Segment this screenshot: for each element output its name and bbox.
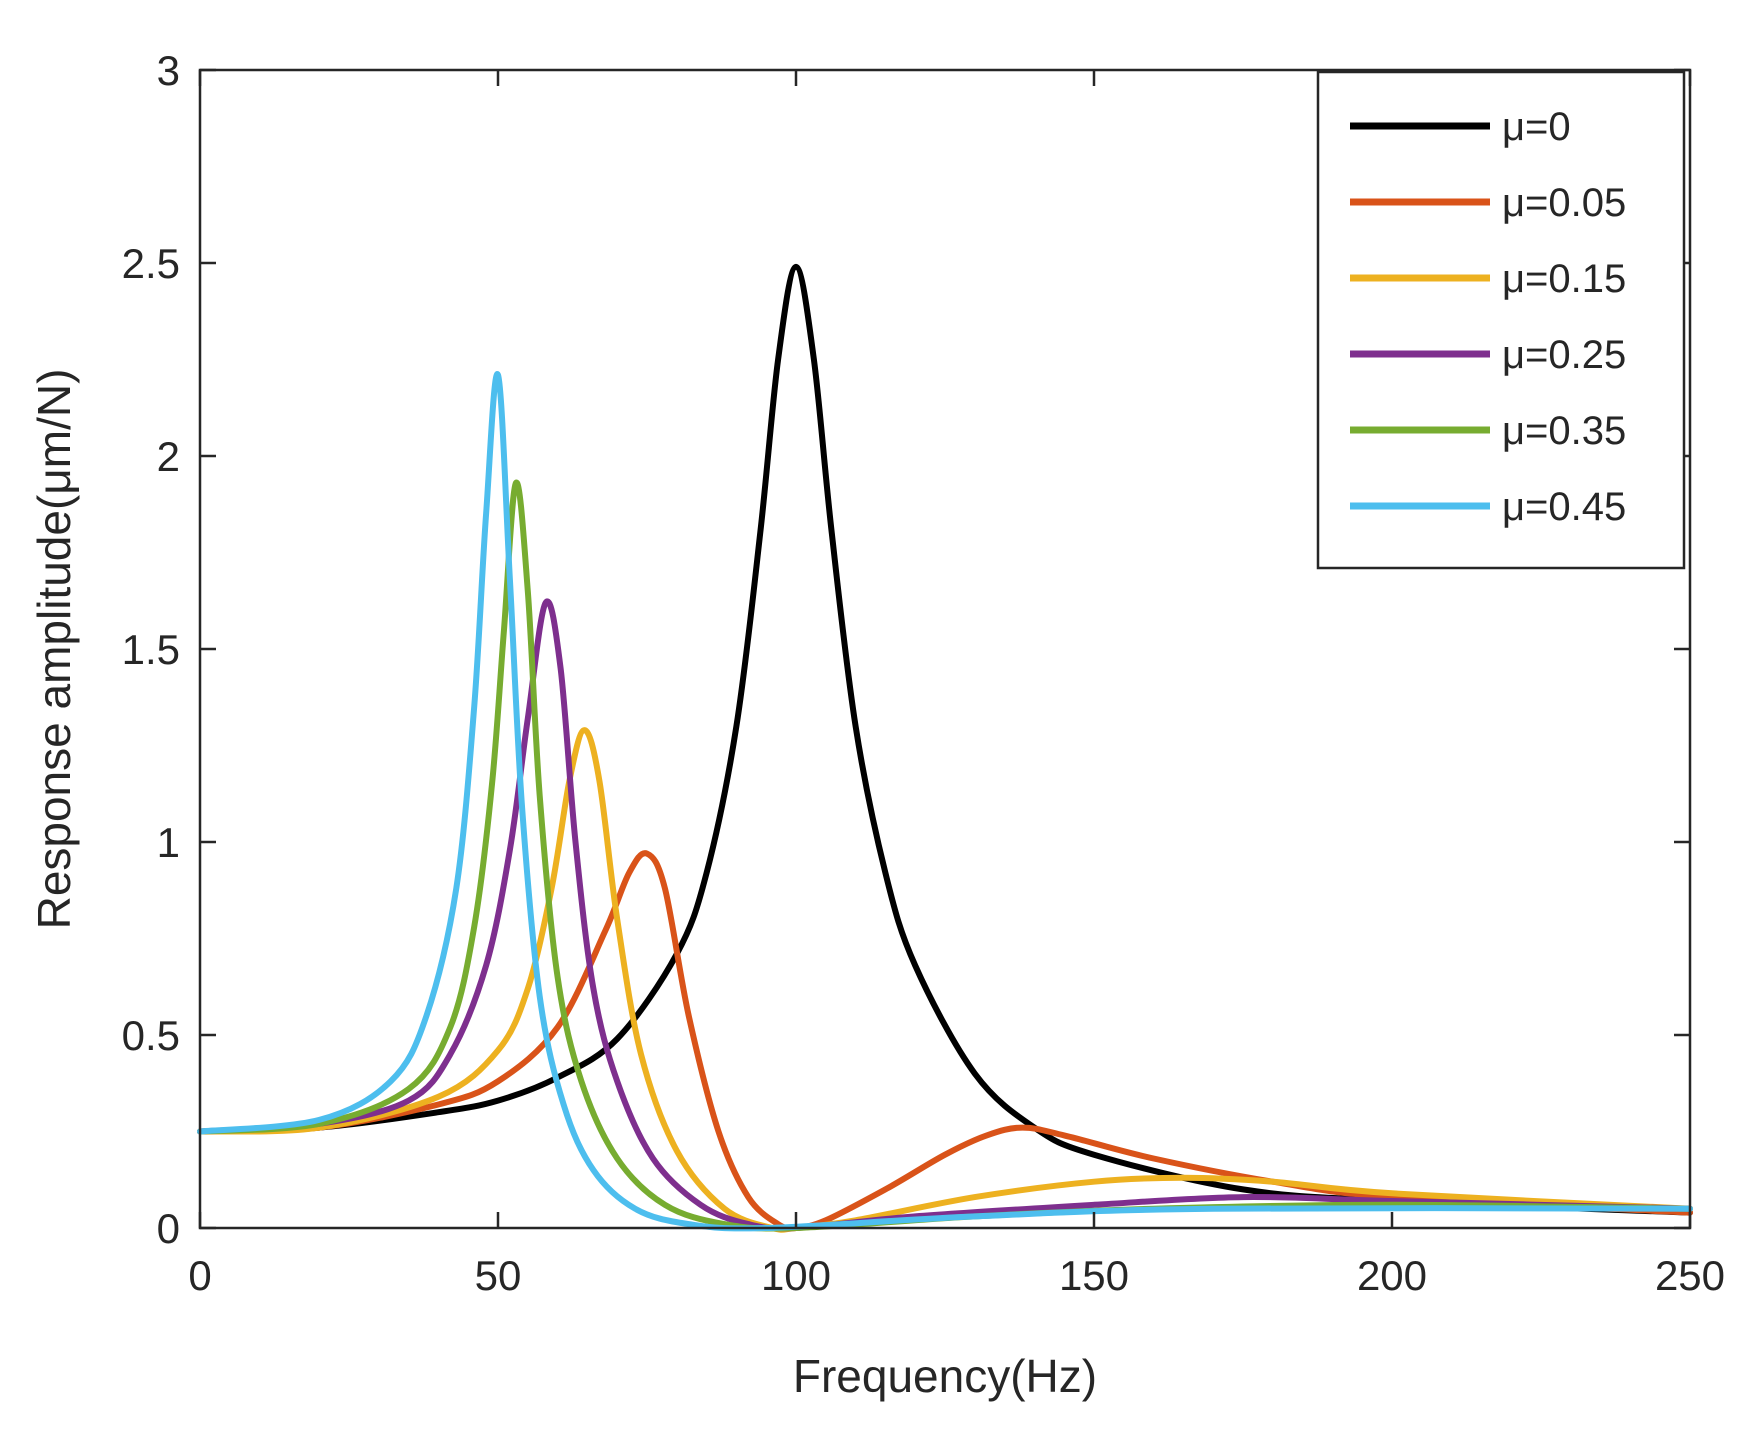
legend-label-4: μ=0.35	[1502, 409, 1626, 453]
legend-label-2: μ=0.15	[1502, 257, 1626, 301]
y-tick-label: 2	[157, 433, 180, 480]
legend-label-0: μ=0	[1502, 105, 1571, 149]
series-line-5	[197, 371, 1693, 1232]
y-tick-label: 1	[157, 819, 180, 866]
y-tick-label: 1.5	[122, 626, 180, 673]
x-tick-label: 50	[475, 1252, 522, 1299]
y-tick-label: 3	[157, 47, 180, 94]
legend-box	[1316, 70, 1686, 570]
y-tick-label: 0	[157, 1205, 180, 1252]
ticks-layer: 0 50 100 150 200 250 0 0.5 1 1.5 2 2.5 3	[122, 47, 1725, 1299]
y-axis-label: Response amplitude(μm/N)	[28, 369, 80, 930]
series-line-1	[197, 850, 1693, 1232]
x-tick-label: 150	[1059, 1252, 1129, 1299]
x-axis-label: Frequency(Hz)	[793, 1350, 1097, 1402]
y-tick-label: 2.5	[122, 240, 180, 287]
x-tick-label: 200	[1357, 1252, 1427, 1299]
series-line-0	[197, 263, 1693, 1216]
legend-label-3: μ=0.25	[1502, 333, 1626, 377]
x-tick-label: 0	[188, 1252, 211, 1299]
y-tick-label: 0.5	[122, 1012, 180, 1059]
x-tick-label: 100	[761, 1252, 831, 1299]
series-line-3	[197, 598, 1693, 1232]
legend-label-1: μ=0.05	[1502, 181, 1626, 225]
legend: μ=0 μ=0.05 μ=0.15 μ=0.25 μ=0.35 μ=0.45	[1316, 70, 1686, 570]
x-tick-label: 250	[1655, 1252, 1725, 1299]
legend-label-5: μ=0.45	[1502, 485, 1626, 529]
series-line-2	[197, 727, 1693, 1233]
series-layer	[197, 263, 1693, 1233]
